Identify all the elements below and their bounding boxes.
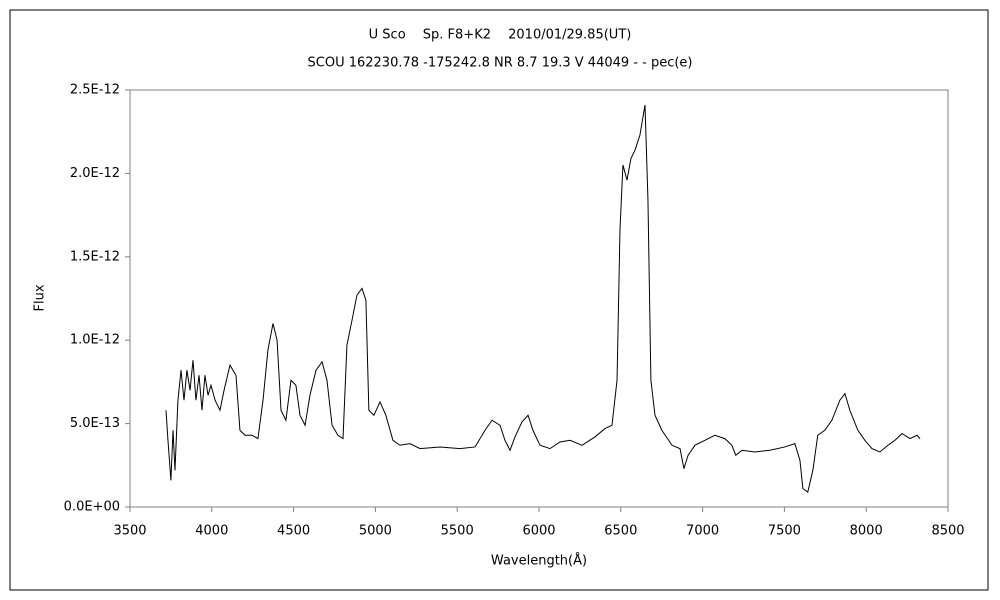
y-tick-label: 1.5E-12	[70, 249, 120, 264]
y-tick-label: 2.0E-12	[70, 166, 120, 181]
chart-subtitle: SCOU 162230.78 -175242.8 NR 8.7 19.3 V 4…	[308, 56, 693, 71]
chart-title: U Sco Sp. F8+K2 2010/01/29.85(UT)	[369, 28, 632, 43]
x-tick-label: 5000	[359, 524, 392, 539]
x-tick-label: 3500	[113, 524, 146, 539]
x-tick-label: 7500	[768, 524, 801, 539]
y-tick-label: 5.0E-13	[70, 416, 120, 431]
x-tick-label: 7000	[686, 524, 719, 539]
x-tick-label: 6500	[604, 524, 637, 539]
plot-frame	[129, 89, 949, 508]
x-tick-label: 6000	[522, 524, 555, 539]
y-axis-label: Flux	[33, 284, 48, 311]
y-tick-label: 2.5E-12	[70, 83, 120, 98]
x-tick-label: 4000	[195, 524, 228, 539]
y-tick-label: 1.0E-12	[70, 333, 120, 348]
spectrum-line	[165, 104, 921, 493]
x-tick-label: 5500	[441, 524, 474, 539]
y-tick-label: 0.0E+00	[64, 500, 120, 515]
x-tick-label: 4500	[277, 524, 310, 539]
x-tick-label: 8000	[850, 524, 883, 539]
x-axis-label: Wavelength(Å)	[491, 553, 587, 569]
x-tick-label: 8500	[931, 524, 964, 539]
